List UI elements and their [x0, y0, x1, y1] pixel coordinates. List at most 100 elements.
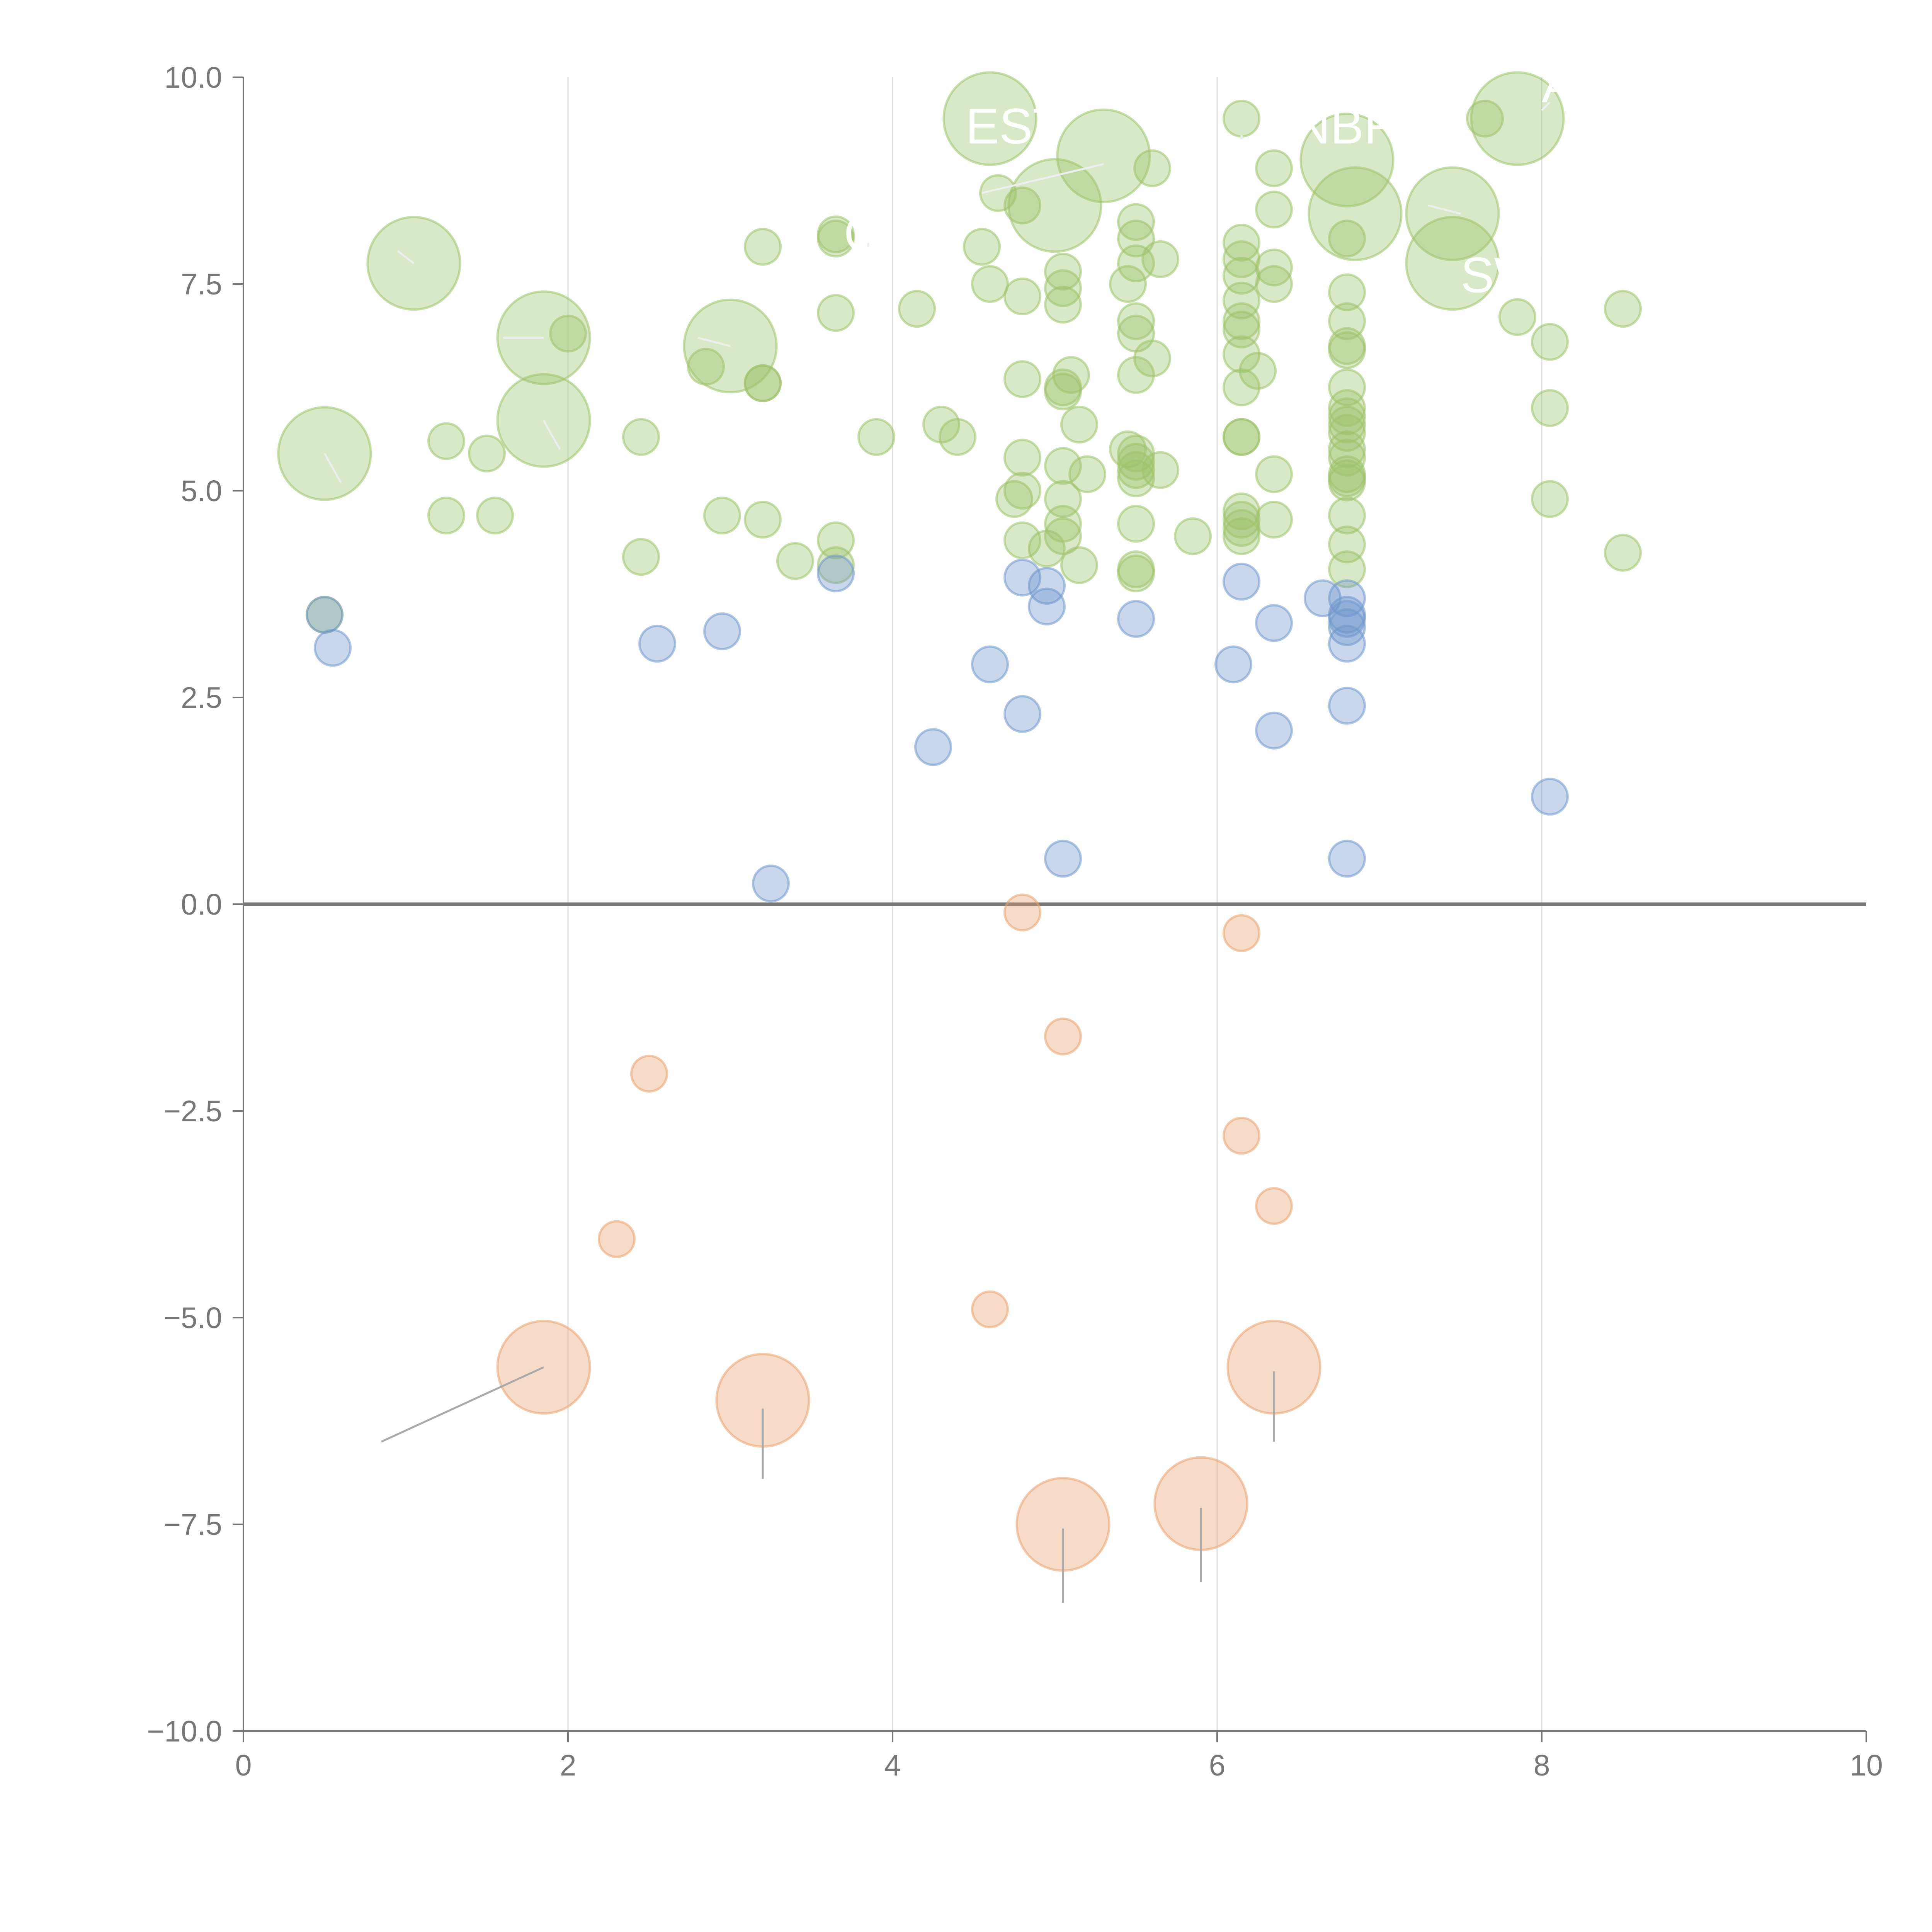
bubble-mid: [1117, 600, 1155, 638]
bubble-high: [971, 265, 1009, 303]
bubble-high: [1141, 240, 1179, 278]
bubble-high: [1239, 352, 1277, 390]
leader-line: [397, 250, 415, 264]
bubble-high: [1328, 497, 1366, 535]
bubble-mid: [1255, 604, 1293, 642]
bubble-high: [1044, 447, 1082, 485]
annotation-leader: [981, 163, 1104, 194]
leader-line: [543, 420, 561, 450]
bubble-high: [1328, 331, 1366, 369]
bubble-high: [1255, 190, 1293, 229]
bubble-negative: [630, 1054, 668, 1093]
annotation-leader: [1428, 204, 1461, 215]
leader-line: [697, 337, 731, 347]
bubble-mid: [1328, 579, 1366, 617]
bubble-high: [1223, 500, 1260, 539]
bubble-high: [1117, 356, 1155, 394]
bubble-high: [427, 497, 465, 535]
leader-line: [323, 453, 342, 483]
bubble-high: [942, 71, 1037, 166]
bubble-high: [1604, 534, 1642, 572]
bubble-high: [549, 315, 587, 353]
bubble-mid: [1214, 645, 1252, 684]
bubble-high: [1223, 302, 1260, 340]
bubble-mid: [1028, 587, 1066, 626]
bubble-high: [1003, 277, 1041, 316]
bubble-high: [1003, 521, 1041, 560]
bubble-negative: [1223, 914, 1260, 952]
bubble-high: [1223, 368, 1260, 406]
bubble-high: [1223, 335, 1260, 373]
bubble-high: [1141, 451, 1179, 489]
bubble-high: [622, 418, 660, 456]
bubble-high: [1531, 389, 1569, 427]
bubble-negative: [1255, 1187, 1293, 1225]
y-tick-label: −7.5: [163, 1508, 222, 1541]
bubble-high: [1328, 550, 1366, 588]
bubble-high: [1117, 505, 1155, 543]
bubble-mid: [1328, 624, 1366, 663]
x-tick-label: 10: [1850, 1749, 1883, 1782]
bubble-high: [1117, 302, 1155, 340]
bubble-mid: [314, 629, 352, 667]
bubble-mid: [1531, 777, 1569, 816]
bubble-high: [776, 542, 814, 580]
annotation-label: O: [844, 205, 883, 262]
bubble-negative: [971, 1290, 1009, 1328]
bubble-negative: [1044, 1017, 1082, 1056]
x-tick-label: 4: [884, 1749, 901, 1782]
bubble-high: [744, 228, 782, 266]
bubble-high: [1328, 397, 1366, 435]
bubble-mid: [914, 728, 952, 766]
bubble-high: [1044, 269, 1082, 307]
bubble-high: [468, 434, 506, 473]
bubble-negative: [1003, 893, 1041, 932]
bubble-mid: [306, 596, 344, 634]
bubble-mid: [1044, 840, 1082, 878]
bubble-high: [1068, 455, 1106, 493]
bubble-high: [1328, 463, 1366, 502]
bubble-high: [622, 538, 660, 576]
annotation-label: EST: [966, 98, 1063, 154]
x-tick-label: 6: [1209, 1749, 1226, 1782]
y-tick-label: 0.0: [181, 888, 222, 921]
bubble-high: [1223, 224, 1260, 262]
bubble-high: [1044, 286, 1082, 324]
bubble-high: [1109, 265, 1147, 303]
bubble-high: [1531, 480, 1569, 518]
annotation-label: SW: [1461, 247, 1542, 303]
bubble-high: [1223, 517, 1260, 555]
bubble-high: [1255, 265, 1293, 303]
leader-line: [381, 1366, 544, 1443]
y-tick-label: 5.0: [181, 474, 222, 508]
bubble-mid: [1003, 558, 1041, 597]
bubble-mid: [1328, 687, 1366, 725]
bubble-high: [1056, 108, 1151, 203]
bubble-high: [1405, 166, 1500, 261]
x-tick-label: 8: [1534, 1749, 1550, 1782]
x-tick-label: 0: [235, 1749, 252, 1782]
bubble-mid: [1223, 563, 1260, 601]
bubble-negative: [598, 1220, 636, 1258]
bubble-mid: [1328, 840, 1366, 878]
bubble-high: [1117, 244, 1155, 282]
bubble-high: [1405, 216, 1500, 311]
bubble-negative: [1223, 1117, 1260, 1155]
bubble-high: [1255, 149, 1293, 187]
bubble-high: [1003, 439, 1041, 477]
bubble-high: [898, 290, 936, 328]
bubble-high: [1255, 455, 1293, 493]
bubble-high: [744, 500, 782, 539]
bubble-high: [963, 228, 1001, 266]
bubble-mid: [703, 612, 741, 650]
bubble-high: [1044, 372, 1082, 411]
bubble-high: [1604, 290, 1642, 328]
axis-layer: 10.0 7.5 5.0 2.5 0.0 −2.5 −5.0 −7.5 −10.0 0 2 4 6 8 10: [147, 61, 1883, 1782]
y-tick-label: −10.0: [147, 1715, 222, 1748]
bubble-high: [1044, 252, 1082, 291]
bubble-mid: [638, 624, 676, 663]
bubble-mid: [1255, 711, 1293, 750]
bubble-high: [1328, 219, 1366, 258]
bubble-high: [1328, 368, 1366, 406]
